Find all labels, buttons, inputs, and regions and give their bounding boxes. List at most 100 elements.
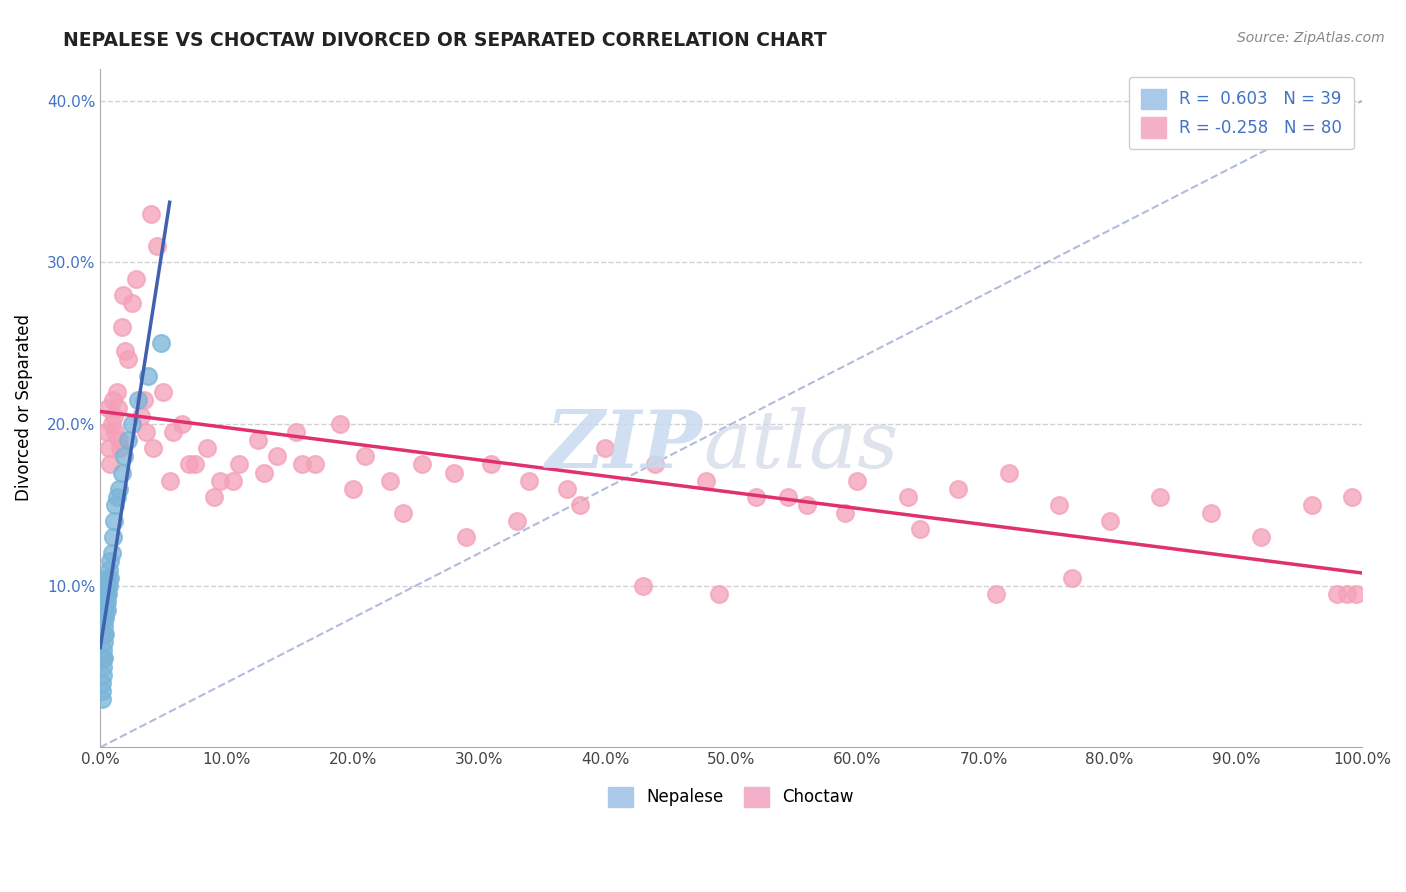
Point: [695, 474, 717, 488]
Point: [707, 587, 730, 601]
Point: [98, 579, 121, 593]
Point: [93, 619, 115, 633]
Point: [745, 490, 768, 504]
Point: [149, 336, 172, 351]
Point: [796, 498, 818, 512]
Legend: Nepalese, Choctaw: Nepalese, Choctaw: [602, 780, 860, 814]
Point: [776, 490, 799, 504]
Point: [897, 490, 920, 504]
Point: [246, 434, 269, 448]
Point: [91, 667, 114, 681]
Point: [329, 417, 352, 431]
Point: [91, 651, 114, 665]
Point: [94, 595, 117, 609]
Point: [593, 442, 616, 456]
Point: [110, 442, 132, 456]
Point: [134, 392, 156, 407]
Point: [97, 571, 120, 585]
Point: [100, 417, 122, 431]
Point: [107, 401, 129, 415]
Point: [96, 603, 118, 617]
Point: [997, 466, 1019, 480]
Point: [104, 498, 127, 512]
Point: [98, 571, 121, 585]
Point: [222, 474, 245, 488]
Point: [97, 401, 120, 415]
Point: [135, 425, 157, 440]
Text: NEPALESE VS CHOCTAW DIVORCED OR SEPARATED CORRELATION CHART: NEPALESE VS CHOCTAW DIVORCED OR SEPARATE…: [63, 31, 827, 50]
Point: [98, 554, 121, 568]
Point: [108, 482, 131, 496]
Point: [111, 287, 134, 301]
Point: [291, 458, 314, 472]
Point: [91, 643, 114, 657]
Point: [354, 450, 377, 464]
Point: [136, 368, 159, 383]
Point: [96, 595, 118, 609]
Point: [505, 514, 527, 528]
Point: [202, 490, 225, 504]
Point: [517, 474, 540, 488]
Point: [456, 530, 478, 544]
Point: [162, 425, 184, 440]
Point: [284, 425, 307, 440]
Point: [555, 482, 578, 496]
Point: [1336, 587, 1358, 601]
Point: [380, 474, 402, 488]
Point: [644, 458, 666, 472]
Point: [139, 207, 162, 221]
Point: [103, 514, 125, 528]
Point: [98, 458, 121, 472]
Point: [172, 417, 194, 431]
Point: [111, 466, 134, 480]
Point: [1301, 498, 1323, 512]
Point: [631, 579, 654, 593]
Point: [103, 409, 125, 423]
Point: [184, 458, 207, 472]
Point: [342, 482, 364, 496]
Point: [121, 417, 143, 431]
Point: [443, 466, 465, 480]
Point: [105, 384, 128, 399]
Point: [94, 611, 117, 625]
Point: [93, 611, 115, 625]
Point: [209, 474, 232, 488]
Point: [1341, 490, 1364, 504]
Point: [93, 651, 115, 665]
Point: [129, 409, 152, 423]
Point: [101, 530, 124, 544]
Point: [152, 384, 174, 399]
Point: [1098, 514, 1121, 528]
Point: [984, 587, 1007, 601]
Point: [124, 271, 146, 285]
Point: [97, 587, 120, 601]
Point: [101, 392, 124, 407]
Point: [96, 587, 118, 601]
Text: ZIP: ZIP: [546, 408, 703, 484]
Point: [108, 434, 131, 448]
Point: [1344, 587, 1367, 601]
Point: [94, 627, 117, 641]
Point: [1250, 530, 1272, 544]
Point: [98, 442, 121, 456]
Point: [253, 466, 276, 480]
Point: [104, 425, 127, 440]
Point: [392, 506, 415, 520]
Point: [96, 579, 118, 593]
Point: [91, 659, 114, 673]
Point: [93, 635, 115, 649]
Text: Source: ZipAtlas.com: Source: ZipAtlas.com: [1237, 31, 1385, 45]
Point: [910, 522, 932, 536]
Point: [100, 546, 122, 560]
Point: [93, 627, 115, 641]
Point: [142, 442, 165, 456]
Point: [1047, 498, 1070, 512]
Point: [146, 239, 169, 253]
Point: [90, 691, 112, 706]
Point: [1060, 571, 1083, 585]
Point: [1149, 490, 1171, 504]
Point: [117, 434, 139, 448]
Point: [304, 458, 326, 472]
Point: [90, 675, 112, 690]
Point: [846, 474, 869, 488]
